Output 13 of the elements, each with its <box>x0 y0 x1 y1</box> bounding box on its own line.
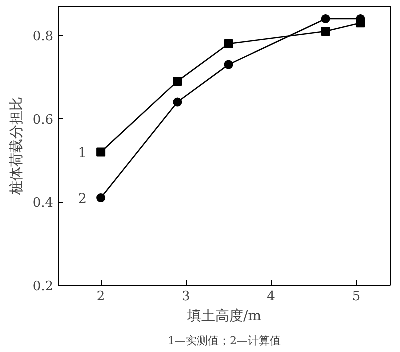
x-tick-label: 5 <box>352 290 361 304</box>
text: 1—实测值；2—计算值 <box>168 334 281 348</box>
y-tick-label: 0.2 <box>32 280 54 294</box>
x-axis-title: 填土高度/m <box>186 308 262 324</box>
x-tick-label: 3 <box>182 290 190 304</box>
y-tick-label: 0.6 <box>32 112 54 128</box>
x-tick-label: 2 <box>96 290 106 304</box>
y-axis-title: 桩体荷载分担比 <box>8 97 25 196</box>
legend-label: 2 <box>78 192 88 208</box>
series-label: 1 <box>78 146 88 162</box>
x-tick-label: 4 <box>267 290 276 304</box>
y-tick-label: 0.4 <box>32 196 54 212</box>
y-tick-label: 0.8 <box>32 30 54 45</box>
